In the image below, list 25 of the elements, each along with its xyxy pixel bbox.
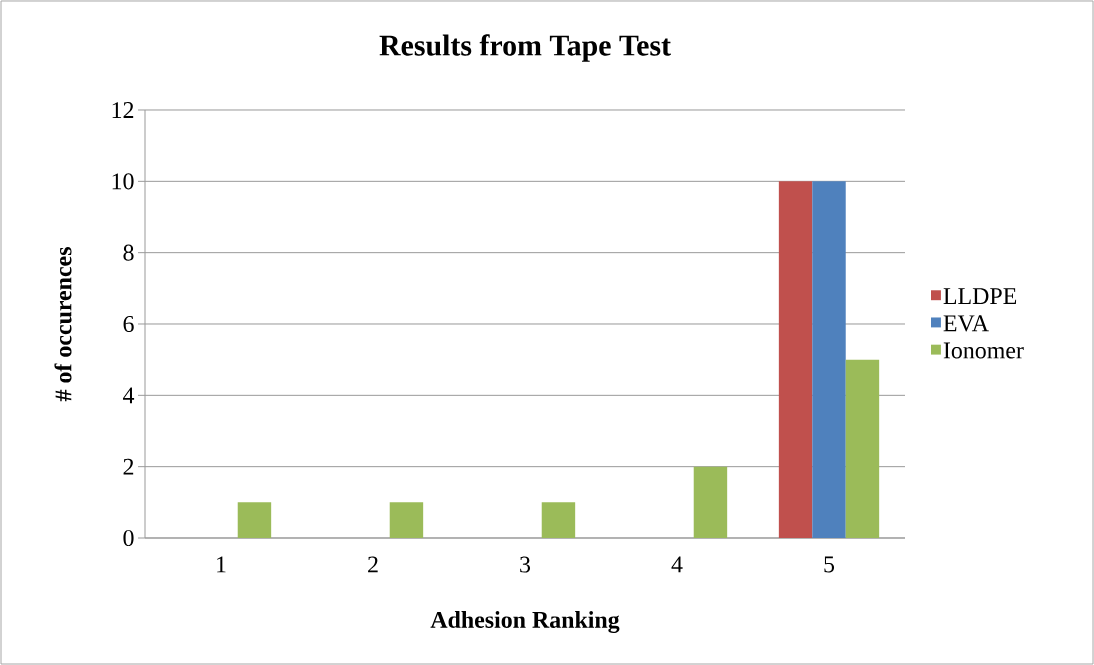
y-tick-label: 2 bbox=[123, 458, 134, 475]
bar bbox=[845, 359, 880, 538]
x-axis-title: Adhesion Ranking bbox=[430, 611, 620, 633]
bar bbox=[541, 502, 576, 538]
y-tick-label: 8 bbox=[123, 244, 134, 261]
bar bbox=[778, 181, 813, 538]
x-tick-label: 1 bbox=[217, 556, 226, 573]
x-tick-label: 2 bbox=[368, 556, 378, 573]
y-tick-label: 0 bbox=[123, 529, 134, 547]
chart-title: Results from Tape Test bbox=[379, 34, 671, 62]
x-tick-label: 5 bbox=[824, 556, 835, 573]
bar bbox=[389, 502, 424, 538]
x-tick-label: 3 bbox=[520, 556, 531, 573]
bar bbox=[237, 502, 272, 538]
y-tick-label: 12 bbox=[112, 102, 134, 118]
x-tick-label: 4 bbox=[671, 556, 683, 573]
legend-label: LLDPE bbox=[943, 288, 1017, 304]
bar bbox=[693, 466, 728, 538]
y-tick-label: 6 bbox=[123, 315, 134, 333]
bar bbox=[812, 181, 846, 538]
y-tick-label: 4 bbox=[122, 387, 135, 404]
legend-label: Ionomer bbox=[943, 342, 1024, 359]
y-axis-title: # of occurences bbox=[54, 247, 72, 402]
y-tick-label: 10 bbox=[112, 173, 134, 190]
legend-label: EVA bbox=[943, 315, 989, 332]
